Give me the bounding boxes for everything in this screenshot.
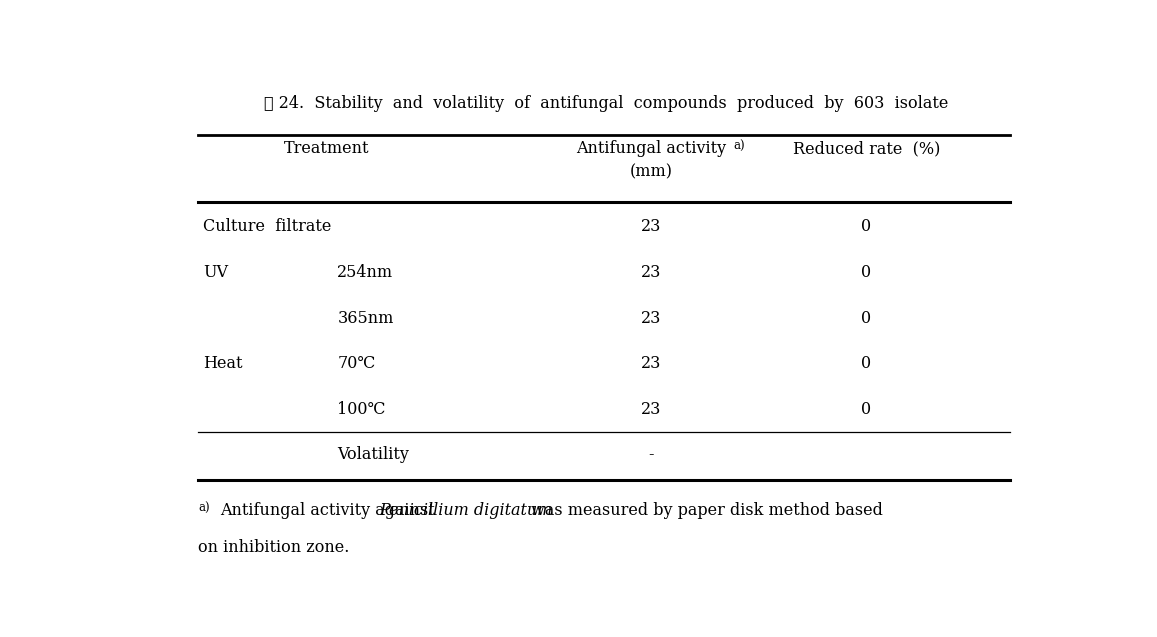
Text: 0: 0 bbox=[861, 355, 871, 372]
Text: Treatment: Treatment bbox=[283, 140, 369, 157]
Text: Heat: Heat bbox=[202, 355, 243, 372]
Text: Penicillium digitatum: Penicillium digitatum bbox=[379, 502, 553, 519]
Text: (mm): (mm) bbox=[629, 164, 672, 181]
Text: a): a) bbox=[734, 140, 745, 154]
Text: 23: 23 bbox=[641, 310, 662, 327]
Text: 23: 23 bbox=[641, 401, 662, 418]
Text: 0: 0 bbox=[861, 310, 871, 327]
Text: Antifungal activity against: Antifungal activity against bbox=[220, 502, 440, 519]
Text: 254nm: 254nm bbox=[338, 264, 393, 281]
Text: 23: 23 bbox=[641, 264, 662, 281]
Text: Culture  filtrate: Culture filtrate bbox=[202, 218, 331, 235]
Text: 率 24.  Stability  and  volatility  of  antifungal  compounds  produced  by  603 : 率 24. Stability and volatility of antifu… bbox=[264, 95, 949, 112]
Text: 0: 0 bbox=[861, 401, 871, 418]
Text: on inhibition zone.: on inhibition zone. bbox=[199, 539, 349, 556]
Text: 100℃: 100℃ bbox=[338, 401, 385, 418]
Text: Antifungal activity: Antifungal activity bbox=[576, 140, 727, 157]
Text: 70℃: 70℃ bbox=[338, 355, 376, 372]
Text: 0: 0 bbox=[861, 218, 871, 235]
Text: Volatility: Volatility bbox=[338, 447, 410, 463]
Text: Reduced rate  (%): Reduced rate (%) bbox=[793, 140, 941, 157]
Text: 23: 23 bbox=[641, 355, 662, 372]
Text: 365nm: 365nm bbox=[338, 310, 393, 327]
Text: a): a) bbox=[199, 502, 211, 515]
Text: 0: 0 bbox=[861, 264, 871, 281]
Text: UV: UV bbox=[202, 264, 228, 281]
Text: was measured by paper disk method based: was measured by paper disk method based bbox=[525, 502, 883, 519]
Text: -: - bbox=[648, 447, 654, 463]
Text: 23: 23 bbox=[641, 218, 662, 235]
